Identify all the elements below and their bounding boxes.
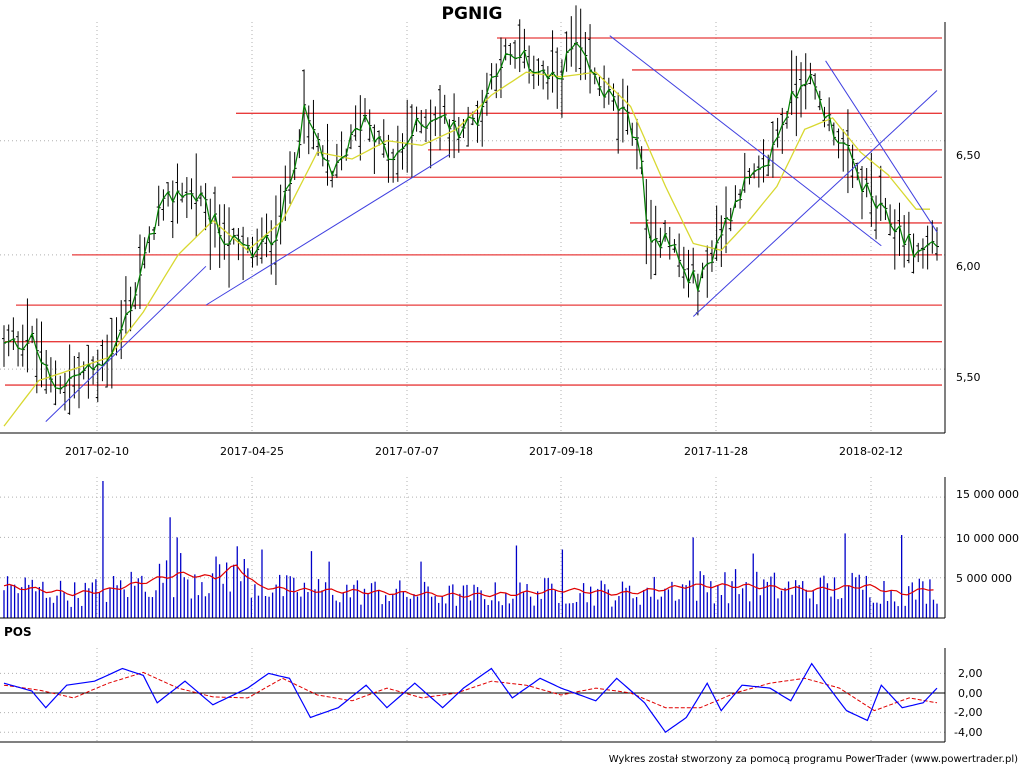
chart-title: PGNIG — [442, 4, 503, 24]
price-y-tick: 6,50 — [956, 149, 981, 162]
price-trendline — [609, 35, 882, 247]
date-tick-labels: 2017-02-10 2017-04-25 2017-07-07 2017-09… — [65, 445, 903, 458]
oscillator-gridlines — [0, 648, 945, 742]
volume-average-line — [3, 564, 934, 598]
oscillator-line — [3, 662, 938, 734]
oscillator-y-tick: -4,00 — [954, 726, 982, 739]
price-close-line — [3, 41, 938, 390]
price-ohlc-bars — [2, 5, 939, 415]
price-trendline — [825, 60, 938, 233]
price-horizontal-levels — [5, 37, 942, 386]
price-gridlines — [0, 22, 945, 433]
oscillator-y-tick: 2,00 — [958, 667, 983, 680]
volume-gridlines — [0, 477, 945, 618]
date-tick: 2017-02-10 — [65, 445, 129, 458]
price-moving-average — [3, 71, 930, 427]
volume-average-polyline — [3, 564, 934, 598]
price-trendline — [45, 265, 207, 422]
volume-y-tick-labels: 5 000 000 10 000 000 15 000 000 — [956, 488, 1019, 585]
price-trendline — [205, 154, 450, 306]
oscillator-signal-line — [3, 671, 938, 712]
oscillator-signal-polyline — [3, 671, 938, 712]
oscillator-title: POS — [4, 625, 32, 639]
footer-credit: Wykres został stworzony za pomocą progra… — [609, 754, 1018, 765]
volume-bars — [3, 481, 938, 618]
price-close-polyline — [3, 41, 938, 390]
price-trendlines — [45, 35, 938, 422]
oscillator-polyline — [3, 662, 938, 734]
price-y-tick-labels: 5,50 6,00 6,50 — [956, 149, 981, 384]
oscillator-y-tick: -2,00 — [954, 706, 982, 719]
date-tick: 2017-11-28 — [684, 445, 748, 458]
date-tick: 2017-04-25 — [220, 445, 284, 458]
volume-y-tick: 5 000 000 — [956, 572, 1012, 585]
oscillator-y-tick-labels: 2,00 0,00 -2,00 -4,00 — [954, 667, 983, 739]
price-y-tick: 6,00 — [956, 260, 981, 273]
date-tick: 2017-09-18 — [529, 445, 593, 458]
volume-y-tick: 15 000 000 — [956, 488, 1019, 501]
date-tick: 2017-07-07 — [375, 445, 439, 458]
price-y-tick: 5,50 — [956, 371, 981, 384]
volume-y-tick: 10 000 000 — [956, 532, 1019, 545]
price-trendline — [692, 90, 938, 317]
oscillator-y-tick: 0,00 — [958, 687, 983, 700]
price-moving-average-polyline — [3, 71, 930, 427]
date-tick: 2018-02-12 — [839, 445, 903, 458]
